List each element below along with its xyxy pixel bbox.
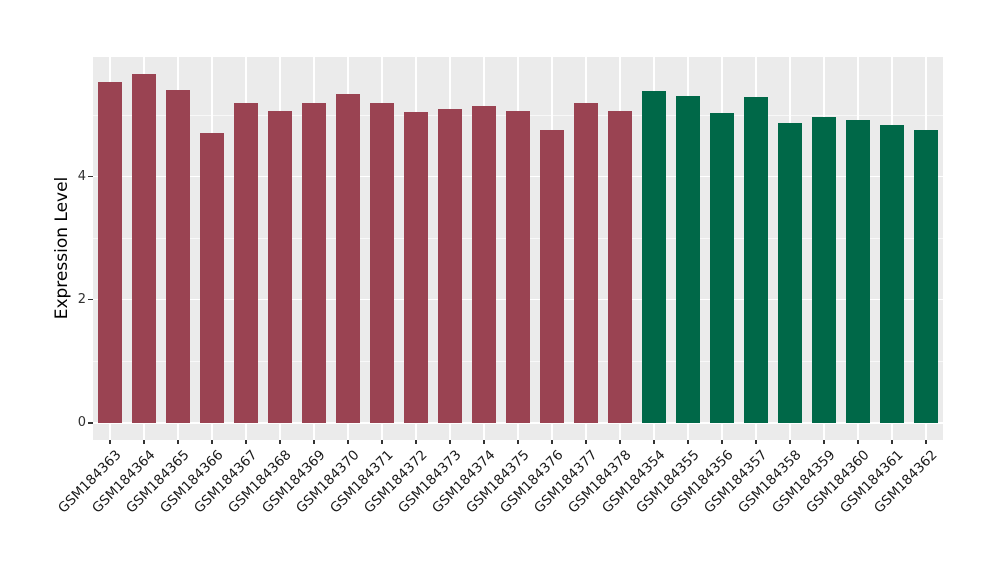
bar-GSM184357 — [744, 97, 768, 423]
x-tick-mark — [347, 440, 349, 444]
x-tick-mark — [279, 440, 281, 444]
x-tick-mark — [517, 440, 519, 444]
x-tick-mark — [449, 440, 451, 444]
bar-GSM184375 — [506, 110, 530, 423]
x-tick-mark — [857, 440, 859, 444]
bar-GSM184369 — [302, 103, 326, 423]
bar-GSM184377 — [574, 102, 598, 423]
x-tick-mark — [551, 440, 553, 444]
y-tick-label: 2 — [77, 291, 86, 307]
bar-GSM184367 — [234, 103, 258, 423]
x-tick-mark — [653, 440, 655, 444]
bar-GSM184362 — [914, 130, 938, 423]
bar-GSM184355 — [676, 95, 700, 423]
bar-GSM184366 — [200, 132, 224, 423]
bar-GSM184361 — [880, 124, 904, 423]
y-tick-label: 0 — [77, 415, 86, 430]
x-tick-mark — [891, 440, 893, 444]
bar-GSM184365 — [166, 89, 190, 423]
bar-GSM184354 — [642, 91, 666, 423]
bar-GSM184372 — [404, 111, 428, 423]
x-tick-mark — [619, 440, 621, 444]
x-tick-mark — [721, 440, 723, 444]
y-tick-mark — [88, 176, 93, 178]
x-tick-mark — [415, 440, 417, 444]
bar-GSM184359 — [812, 116, 836, 423]
bar-GSM184376 — [540, 129, 564, 423]
x-tick-mark — [789, 440, 791, 444]
y-tick-mark — [88, 299, 93, 301]
x-tick-mark — [211, 440, 213, 444]
x-tick-mark — [245, 440, 247, 444]
bar-GSM184368 — [268, 110, 292, 423]
bar-GSM184374 — [472, 105, 496, 423]
x-tick-mark — [585, 440, 587, 444]
bar-GSM184360 — [846, 119, 870, 423]
x-tick-mark — [483, 440, 485, 444]
bar-GSM184363 — [98, 81, 122, 423]
bar-GSM184370 — [336, 94, 360, 423]
plot-panel — [93, 57, 943, 440]
x-tick-mark — [823, 440, 825, 444]
bar-GSM184373 — [438, 108, 462, 423]
bar-GSM184358 — [778, 123, 802, 423]
bar-GSM184371 — [370, 103, 394, 423]
x-tick-mark — [925, 440, 927, 444]
y-tick-label: 4 — [77, 168, 86, 184]
x-tick-mark — [143, 440, 145, 444]
x-tick-mark — [177, 440, 179, 444]
bar-GSM184364 — [132, 73, 156, 423]
y-tick-mark — [88, 422, 93, 424]
x-tick-mark — [381, 440, 383, 444]
bar-GSM184378 — [608, 111, 632, 423]
x-tick-mark — [313, 440, 315, 444]
x-tick-mark — [109, 440, 111, 444]
bar-GSM184356 — [710, 112, 734, 423]
x-tick-mark — [687, 440, 689, 444]
x-tick-mark — [755, 440, 757, 444]
